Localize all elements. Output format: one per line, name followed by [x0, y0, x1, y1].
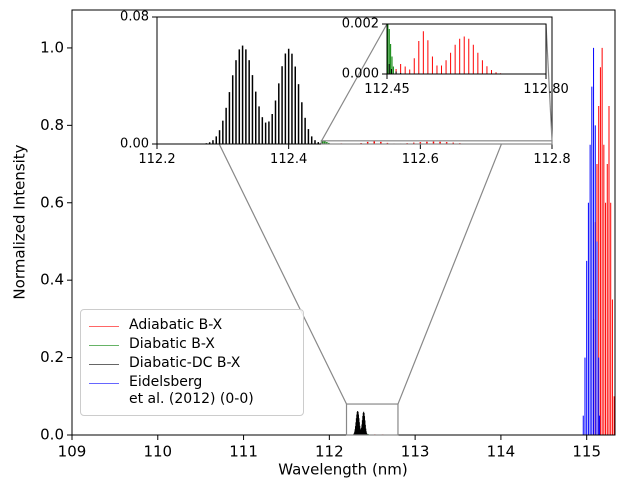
legend-entry: Eidelsberg et al. (2012) (0-0) [87, 374, 297, 408]
y-tick-label: 0.2 [40, 348, 64, 366]
y-tick-label: 0.002 [342, 17, 379, 32]
x-tick-label: 112 [315, 443, 344, 461]
plot-area [351, 47, 615, 435]
y-tick-label: 0.0 [40, 426, 64, 444]
x-tick-label: 113 [401, 443, 430, 461]
y-tick-label: 0.8 [40, 116, 64, 134]
legend-label: Eidelsberg et al. (2012) (0-0) [129, 374, 254, 407]
x-tick-label: 112.6 [402, 152, 439, 167]
legend-label: Adiabatic B-X [129, 317, 223, 333]
legend-entry: Adiabatic B-X [87, 317, 297, 334]
legend-label: Diabatic-DC B-X [129, 355, 241, 371]
x-tick-label: 115 [572, 443, 601, 461]
zoom-region [345, 403, 399, 436]
x-tick-label: 112.8 [533, 152, 570, 167]
legend-swatch [89, 383, 119, 384]
x-tick-label: 112.2 [138, 152, 175, 167]
zoom-connector [321, 23, 388, 142]
legend-swatch [89, 364, 119, 365]
x-tick-label: 114 [487, 443, 516, 461]
x-axis-label: Wavelength (nm) [278, 461, 408, 479]
x-tick-label: 112.45 [364, 82, 410, 97]
legend: Adiabatic B-X Diabatic B-X Diabatic-DC B-X… [80, 309, 304, 416]
legend-entry: Diabatic-DC B-X [87, 355, 297, 372]
plot-background [387, 24, 546, 74]
x-tick-label: 112.4 [270, 152, 307, 167]
x-tick-label: 110 [143, 443, 172, 461]
y-tick-label: 1.0 [40, 38, 64, 56]
x-tick-label: 112.80 [523, 82, 569, 97]
y-tick-label: 0.000 [342, 67, 379, 82]
axes-frame [386, 23, 547, 75]
legend-label: Diabatic B-X [129, 336, 215, 352]
y-axis-label: Normalized Intensity [11, 144, 29, 299]
x-tick-label: 109 [58, 443, 87, 461]
y-tick-label: 0.00 [120, 137, 149, 152]
zoom-connector [545, 23, 553, 141]
y-tick-label: 0.08 [120, 10, 149, 25]
axes-frame [71, 9, 616, 436]
legend-swatch [89, 326, 119, 327]
y-tick-label: 0.4 [40, 271, 64, 289]
zoom-region [320, 140, 553, 145]
legend-swatch [89, 345, 119, 346]
legend-entry: Diabatic B-X [87, 336, 297, 353]
x-tick-label: 111 [229, 443, 258, 461]
y-tick-label: 0.6 [40, 193, 64, 211]
